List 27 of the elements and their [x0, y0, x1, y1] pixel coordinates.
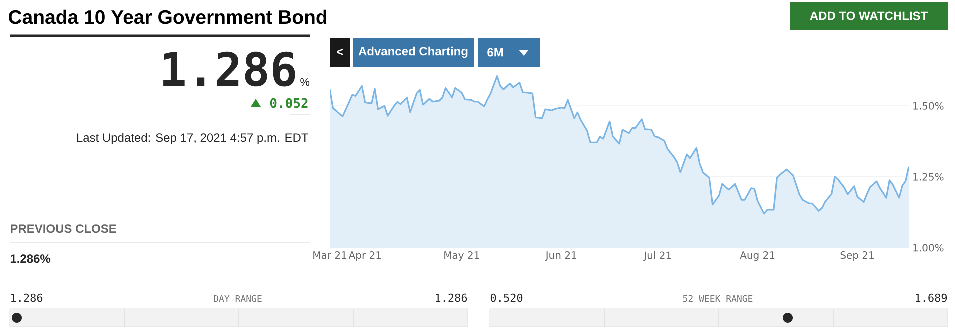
x-tick-label: May 21	[444, 252, 480, 262]
annotation: 6M	[488, 48, 504, 57]
text: 1.286	[164, 52, 296, 87]
x-tick-label: Mar 21	[314, 252, 346, 260]
text: 1.286	[436, 294, 468, 302]
x-tick-label: Jul 21	[644, 252, 672, 262]
y-tick-label: 1.50%	[914, 102, 944, 110]
text: DAY RANGE	[214, 295, 262, 302]
text: 0.520	[490, 294, 523, 302]
annotation: Advanced Charting	[358, 46, 468, 58]
text: PREVIOUS CLOSE	[11, 224, 116, 234]
text: Last Updated: Sep 17, 2021 4:57 p.m. EDT	[77, 133, 309, 144]
text: Canada 10 Year Government Bond	[9, 10, 327, 24]
x-tick-label: Apr 21	[348, 252, 382, 262]
annotation: <	[337, 48, 344, 56]
text: %	[300, 78, 310, 86]
x-tick-label: Sep 21	[840, 252, 874, 262]
text: 1.286	[12, 294, 43, 302]
x-tick-label: Aug 21	[740, 252, 775, 262]
text: 52 WEEK RANGE	[683, 295, 753, 302]
y-tick-label: 1.00%	[914, 244, 944, 252]
x-tick-label: Jun 21	[545, 252, 576, 261]
text: ADD TO WATCHLIST	[810, 12, 928, 20]
text: 1.689	[916, 294, 948, 302]
y-tick-label: 1.25%	[914, 173, 944, 181]
text: 1.286%	[10, 254, 51, 264]
text: 0.052	[270, 98, 308, 108]
